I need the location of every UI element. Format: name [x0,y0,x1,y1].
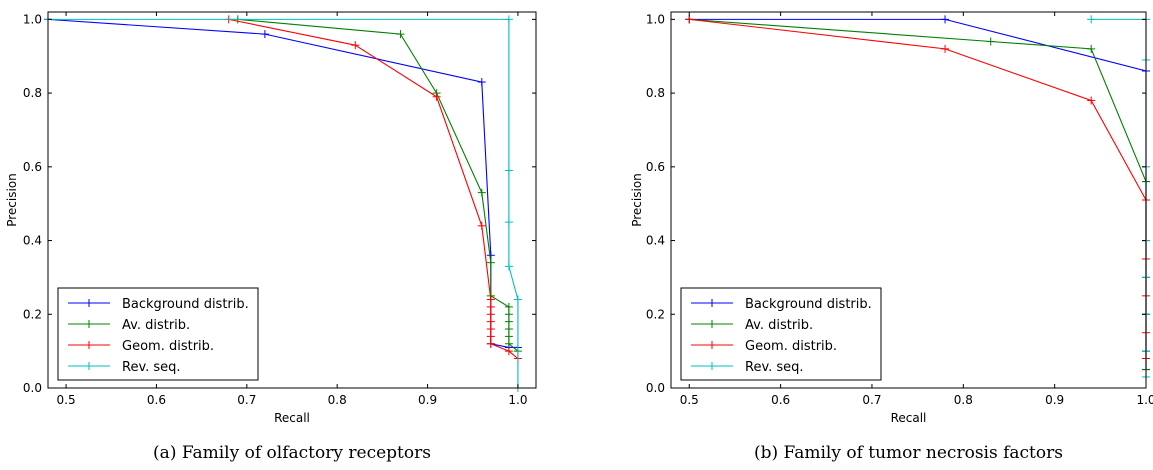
x-tick-label: 1.0 [1136,393,1153,407]
x-axis-label: Recall [891,411,927,425]
data-point [351,41,360,50]
x-tick-label: 0.5 [680,393,699,407]
x-tick-label: 0.8 [328,393,347,407]
x-tick-label: 0.5 [57,393,76,407]
legend-entry-2: Geom. distrib. [691,339,837,354]
legend-label: Background distrib. [745,297,872,312]
legend-label: Av. distrib. [122,318,190,333]
data-point [941,44,950,53]
y-tick-label: 0.8 [23,86,42,100]
data-point [1087,44,1096,53]
chart-caption: (a) Family of olfactory receptors [153,443,431,463]
data-point [486,339,495,348]
legend-marker [85,299,93,307]
x-tick-label: 0.6 [771,393,790,407]
data-point [504,262,513,271]
data-point [941,15,950,24]
y-axis-label: Precision [630,173,644,227]
data-point [504,15,513,24]
data-point [486,258,495,267]
data-point [477,78,486,87]
x-tick-label: 0.9 [1045,393,1064,407]
data-point [504,166,513,175]
y-tick-label: 0.6 [23,160,42,174]
legend-marker [85,320,93,328]
data-point [504,317,513,326]
data-point [504,310,513,319]
data-point [486,317,495,326]
data-point [504,302,513,311]
legend-label: Rev. seq. [122,360,181,375]
y-tick-label: 0.8 [646,86,665,100]
x-tick-label: 0.8 [954,393,973,407]
x-tick-label: 1.0 [508,393,527,407]
data-point [486,325,495,334]
legend: Background distrib. Av. distrib. Geom. dis… [57,287,259,381]
legend-entry-1: Av. distrib. [691,318,813,333]
data-point [486,332,495,341]
axes-frame [670,11,1147,389]
data-point [1087,96,1096,105]
y-tick-label: 0.4 [646,234,665,248]
chart-caption: (b) Family of tumor necrosis factors [754,443,1063,463]
legend-label: Geom. distrib. [122,339,214,354]
y-tick-label: 1.0 [646,12,665,26]
legend-entry-2: Geom. distrib. [68,339,214,354]
x-tick-label: 0.9 [418,393,437,407]
y-tick-label: 0.0 [23,381,42,395]
data-point [504,339,513,348]
legend-marker [708,341,716,349]
data-point [685,15,694,24]
legend-entry-3: Rev. seq. [68,360,181,375]
axes-frame [47,11,537,389]
legend-label: Background distrib. [122,297,249,312]
x-tick-label: 0.7 [237,393,256,407]
data-point [432,92,441,101]
data-point [513,295,522,304]
legend-marker [708,320,716,328]
legend-marker [85,341,93,349]
legend-marker [708,299,716,307]
data-point [396,30,405,39]
data-point [486,302,495,311]
y-tick-label: 0.6 [646,160,665,174]
y-tick-label: 1.0 [23,12,42,26]
legend-entry-0: Background distrib. [68,297,249,312]
data-point [504,325,513,334]
y-axis-label: Precision [5,173,19,227]
legend-marker [85,362,93,370]
legend-entry-1: Av. distrib. [68,318,190,333]
x-tick-label: 0.6 [147,393,166,407]
data-point [1087,15,1096,24]
x-axis-label: Recall [274,411,310,425]
legend-entry-0: Background distrib. [691,297,872,312]
y-tick-label: 0.4 [23,234,42,248]
chart-tumor-necrosis-factors: 0.5 0.6 0.7 0.8 0.9 1.0 0.0 0.2 0.4 0.6 0.8 1.0 Reca… [630,11,1153,463]
data-point [986,37,995,46]
data-point [486,310,495,319]
legend-entry-3: Rev. seq. [691,360,804,375]
y-tick-label: 0.0 [646,381,665,395]
y-tick-label: 0.2 [646,307,665,321]
data-point [504,332,513,341]
legend-label: Av. distrib. [745,318,813,333]
data-point [486,295,495,304]
y-tick-label: 0.2 [23,307,42,321]
data-point [260,30,269,39]
x-tick-label: 0.7 [862,393,881,407]
legend: Background distrib. Av. distrib. Geom. dis… [680,287,882,381]
data-point [477,188,486,197]
chart-olfactory-receptors: 0.5 0.6 0.7 0.8 0.9 1.0 0.0 0.2 0.4 0.6 0.8 1.0 Reca… [5,11,537,463]
legend-label: Geom. distrib. [745,339,837,354]
data-point [486,251,495,260]
data-point [504,218,513,227]
legend-marker [708,362,716,370]
data-point [504,347,513,356]
legend-label: Rev. seq. [745,360,804,375]
data-point [477,221,486,230]
